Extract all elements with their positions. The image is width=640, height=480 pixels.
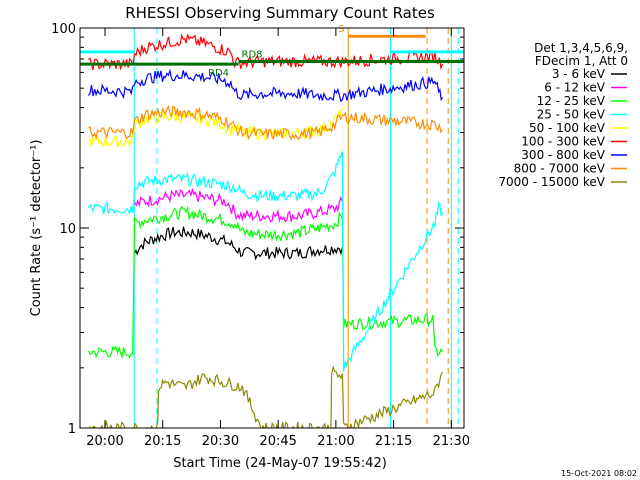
footer-timestamp: 15-Oct-2021 08:02	[561, 469, 637, 478]
series-line-4	[88, 107, 343, 148]
x-tick-label-2: 20:30	[202, 434, 239, 449]
state-bar-label-1: RD8	[242, 49, 263, 60]
legend-header-0: Det 1,3,4,5,6,9,	[534, 41, 628, 55]
series-line-1	[134, 187, 343, 223]
state-bar-label-0: RD4	[208, 68, 229, 79]
data-series	[87, 33, 444, 428]
legend-entry-6: 300 - 800 keV	[521, 148, 605, 162]
x-tick-label-3: 20:45	[259, 434, 296, 449]
series-line-7	[88, 104, 443, 141]
legend-entry-7: 800 - 7000 keV	[514, 162, 606, 176]
legend: Det 1,3,4,5,6,9,FDecim 1, Att 03 - 6 keV…	[498, 41, 628, 189]
legend-entry-0: 3 - 6 keV	[552, 67, 606, 81]
chart-title: RHESSI Observing Summary Count Rates	[125, 4, 435, 22]
legend-entry-1: 6 - 12 keV	[544, 81, 606, 95]
series-line-3	[87, 151, 444, 372]
legend-entry-4: 50 - 100 keV	[529, 121, 606, 135]
y-tick-label-0: 1	[68, 422, 76, 437]
y-tick-label-2: 100	[51, 22, 76, 37]
axes: 20:00 20:15 20:30 20:45 21:00 21:15 21:30 1 10 10…	[51, 22, 470, 449]
state-bar-label-4: S	[338, 24, 344, 35]
state-bars: RD4 RD8 S	[80, 24, 464, 79]
legend-entry-2: 12 - 25 keV	[537, 94, 606, 108]
x-tick-label-6: 21:30	[433, 434, 470, 449]
legend-header-1: FDecim 1, Att 0	[535, 54, 628, 68]
legend-entry-3: 25 - 50 keV	[537, 108, 606, 122]
x-tick-label-1: 20:15	[144, 434, 181, 449]
series-line-6	[87, 68, 444, 103]
legend-entry-8: 7000 - 15000 keV	[498, 175, 605, 189]
x-tick-label-5: 21:15	[375, 434, 412, 449]
series-line-0	[134, 226, 343, 261]
x-axis-label: Start Time (24-May-07 19:55:42)	[173, 456, 387, 471]
series-line-8	[89, 364, 444, 428]
x-tick-label-4: 21:00	[317, 434, 354, 449]
y-tick-label-1: 10	[59, 222, 76, 237]
y-axis-label: Count Rate (s⁻¹ detector⁻¹)	[29, 140, 44, 317]
legend-entry-5: 100 - 300 keV	[521, 135, 605, 149]
series-line-2	[87, 205, 444, 360]
x-tick-label-0: 20:00	[86, 434, 123, 449]
